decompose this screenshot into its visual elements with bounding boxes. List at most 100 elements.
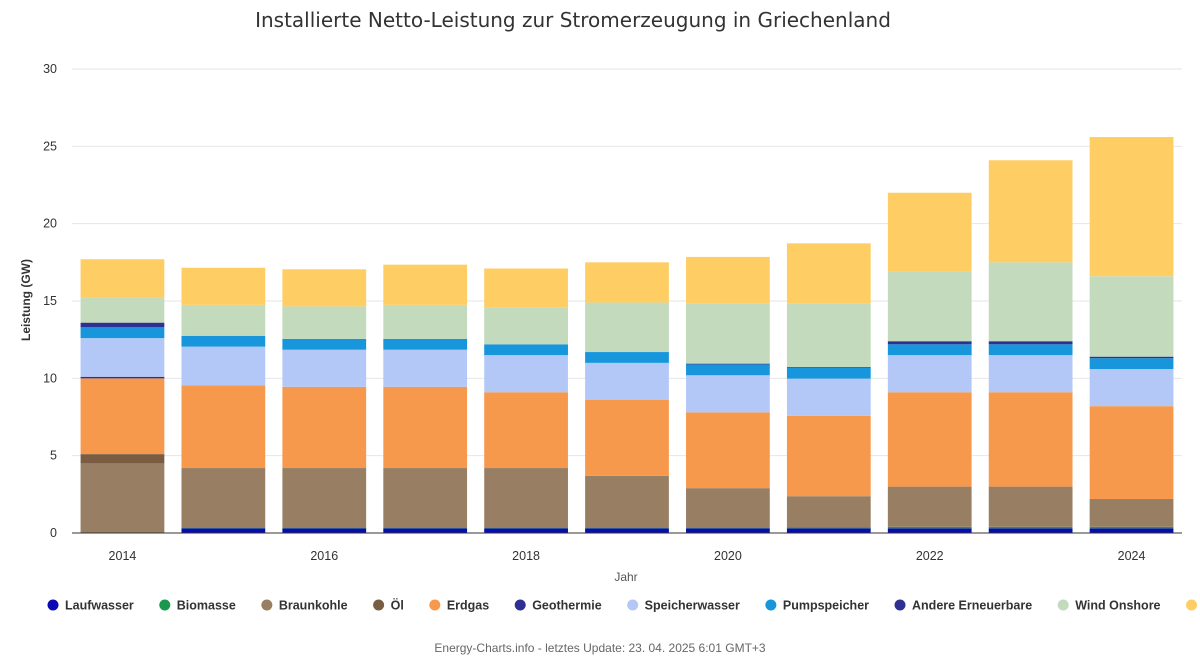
- legend-item[interactable]: Pumpspeicher: [765, 599, 869, 613]
- bar-segment-laufwasser[interactable]: [1089, 528, 1174, 533]
- bar-segment-laufwasser[interactable]: [988, 528, 1073, 533]
- bar-segment-erdgas[interactable]: [988, 392, 1073, 487]
- bar-segment-erdgas[interactable]: [887, 392, 972, 487]
- bar-segment-pumpspeicher[interactable]: [686, 364, 770, 376]
- bar-segment-wind-onshore[interactable]: [282, 306, 367, 339]
- bar-segment-speicherwasser[interactable]: [484, 355, 568, 393]
- bar-segment-solar[interactable]: [181, 267, 266, 305]
- legend-item[interactable]: Andere Erneuerbare: [894, 599, 1033, 613]
- bar-segment-speicherwasser[interactable]: [383, 349, 468, 387]
- bar-segment-speicherwasser[interactable]: [786, 378, 871, 416]
- bar-segment-braunkohle[interactable]: [1089, 498, 1174, 527]
- bar-segment-braunkohle[interactable]: [686, 488, 770, 528]
- bar-segment-pumpspeicher[interactable]: [887, 344, 972, 356]
- bar-segment-laufwasser[interactable]: [786, 528, 871, 533]
- bar-segment-pumpspeicher[interactable]: [383, 338, 468, 350]
- bar-stack-2021[interactable]: [786, 243, 871, 533]
- bar-segment-erdgas[interactable]: [282, 386, 367, 469]
- legend-item[interactable]: Wind Onshore: [1057, 599, 1161, 613]
- legend-item[interactable]: Geothermie: [514, 599, 602, 613]
- bar-segment-öl[interactable]: [80, 454, 165, 464]
- bar-segment-biomasse[interactable]: [585, 527, 669, 529]
- legend-item[interactable]: Biomasse: [159, 599, 236, 613]
- bar-segment-wind-onshore[interactable]: [181, 304, 266, 336]
- bar-segment-biomasse[interactable]: [282, 527, 367, 529]
- bar-segment-pumpspeicher[interactable]: [988, 344, 1073, 356]
- bar-segment-solar[interactable]: [282, 269, 367, 307]
- bar-segment-biomasse[interactable]: [484, 527, 568, 529]
- bar-stack-2023[interactable]: [988, 160, 1073, 533]
- bar-segment-speicherwasser[interactable]: [80, 338, 165, 377]
- bar-segment-solar[interactable]: [887, 192, 972, 272]
- bar-segment-pumpspeicher[interactable]: [484, 344, 568, 356]
- bar-segment-laufwasser[interactable]: [484, 528, 568, 533]
- bar-segment-wind-onshore[interactable]: [887, 271, 972, 342]
- bar-segment-wind-onshore[interactable]: [1089, 276, 1174, 357]
- bar-segment-pumpspeicher[interactable]: [80, 327, 165, 339]
- bar-segment-speicherwasser[interactable]: [887, 355, 972, 393]
- bar-stack-2016[interactable]: [282, 269, 367, 533]
- bar-segment-biomasse[interactable]: [383, 527, 468, 529]
- bar-segment-wind-onshore[interactable]: [988, 262, 1073, 342]
- legend-item[interactable]: Erdgas: [429, 599, 489, 613]
- bar-segment-biomasse[interactable]: [786, 527, 871, 529]
- bar-segment-laufwasser[interactable]: [383, 528, 468, 533]
- bar-stack-2018[interactable]: [484, 268, 568, 533]
- bar-segment-andere-erneuerbare[interactable]: [887, 341, 972, 345]
- bar-segment-wind-onshore[interactable]: [686, 303, 770, 364]
- bar-segment-braunkohle[interactable]: [484, 468, 568, 528]
- bar-segment-braunkohle[interactable]: [181, 468, 266, 528]
- bar-segment-biomasse[interactable]: [686, 527, 770, 529]
- bar-segment-solar[interactable]: [1089, 137, 1174, 277]
- bar-segment-pumpspeicher[interactable]: [181, 335, 266, 347]
- legend-item[interactable]: Speicherwasser: [627, 599, 740, 613]
- bar-segment-pumpspeicher[interactable]: [1089, 358, 1174, 370]
- bar-segment-solar[interactable]: [484, 268, 568, 308]
- legend-item[interactable]: Laufwasser: [47, 599, 134, 613]
- bar-segment-speicherwasser[interactable]: [282, 349, 367, 387]
- bar-segment-braunkohle[interactable]: [786, 496, 871, 528]
- bar-segment-erdgas[interactable]: [585, 399, 669, 476]
- bar-segment-wind-onshore[interactable]: [383, 304, 468, 339]
- bar-segment-laufwasser[interactable]: [282, 528, 367, 533]
- bar-segment-wind-onshore[interactable]: [484, 307, 568, 345]
- bar-segment-speicherwasser[interactable]: [585, 362, 669, 400]
- bar-segment-pumpspeicher[interactable]: [585, 352, 669, 363]
- bar-segment-laufwasser[interactable]: [585, 528, 669, 533]
- bar-stack-2017[interactable]: [383, 264, 468, 533]
- bar-segment-solar[interactable]: [988, 160, 1073, 263]
- bar-stack-2024[interactable]: [1089, 137, 1174, 533]
- bar-segment-geothermie[interactable]: [80, 376, 165, 379]
- bar-segment-braunkohle[interactable]: [988, 486, 1073, 527]
- bar-segment-braunkohle[interactable]: [80, 463, 165, 533]
- bar-segment-speicherwasser[interactable]: [988, 355, 1073, 393]
- bar-segment-speicherwasser[interactable]: [686, 375, 770, 413]
- bar-segment-erdgas[interactable]: [786, 415, 871, 497]
- bar-segment-solar[interactable]: [80, 259, 165, 298]
- bar-segment-erdgas[interactable]: [1089, 406, 1174, 499]
- bar-stack-2015[interactable]: [181, 267, 266, 533]
- bar-segment-andere-erneuerbare[interactable]: [686, 363, 770, 365]
- bar-segment-braunkohle[interactable]: [383, 468, 468, 528]
- bar-stack-2020[interactable]: [686, 256, 770, 533]
- bar-segment-laufwasser[interactable]: [887, 528, 972, 533]
- bar-stack-2022[interactable]: [887, 192, 972, 533]
- bar-segment-pumpspeicher[interactable]: [786, 367, 871, 379]
- bar-segment-solar[interactable]: [585, 262, 669, 303]
- bar-segment-wind-onshore[interactable]: [786, 303, 871, 368]
- bar-segment-erdgas[interactable]: [686, 412, 770, 489]
- bar-segment-braunkohle[interactable]: [282, 468, 367, 528]
- bar-segment-laufwasser[interactable]: [686, 528, 770, 533]
- bar-segment-biomasse[interactable]: [887, 526, 972, 529]
- bar-segment-solar[interactable]: [686, 256, 770, 304]
- bar-segment-wind-onshore[interactable]: [80, 297, 165, 323]
- bar-stack-2014[interactable]: [80, 259, 165, 533]
- bar-segment-wind-onshore[interactable]: [585, 302, 669, 353]
- bar-segment-speicherwasser[interactable]: [181, 346, 266, 386]
- bar-segment-andere-erneuerbare[interactable]: [786, 367, 871, 368]
- bar-segment-laufwasser[interactable]: [181, 528, 266, 533]
- bar-segment-andere-erneuerbare[interactable]: [80, 322, 165, 328]
- bar-segment-biomasse[interactable]: [1089, 526, 1174, 529]
- bar-segment-solar[interactable]: [786, 243, 871, 304]
- bar-stack-2019[interactable]: [585, 262, 669, 533]
